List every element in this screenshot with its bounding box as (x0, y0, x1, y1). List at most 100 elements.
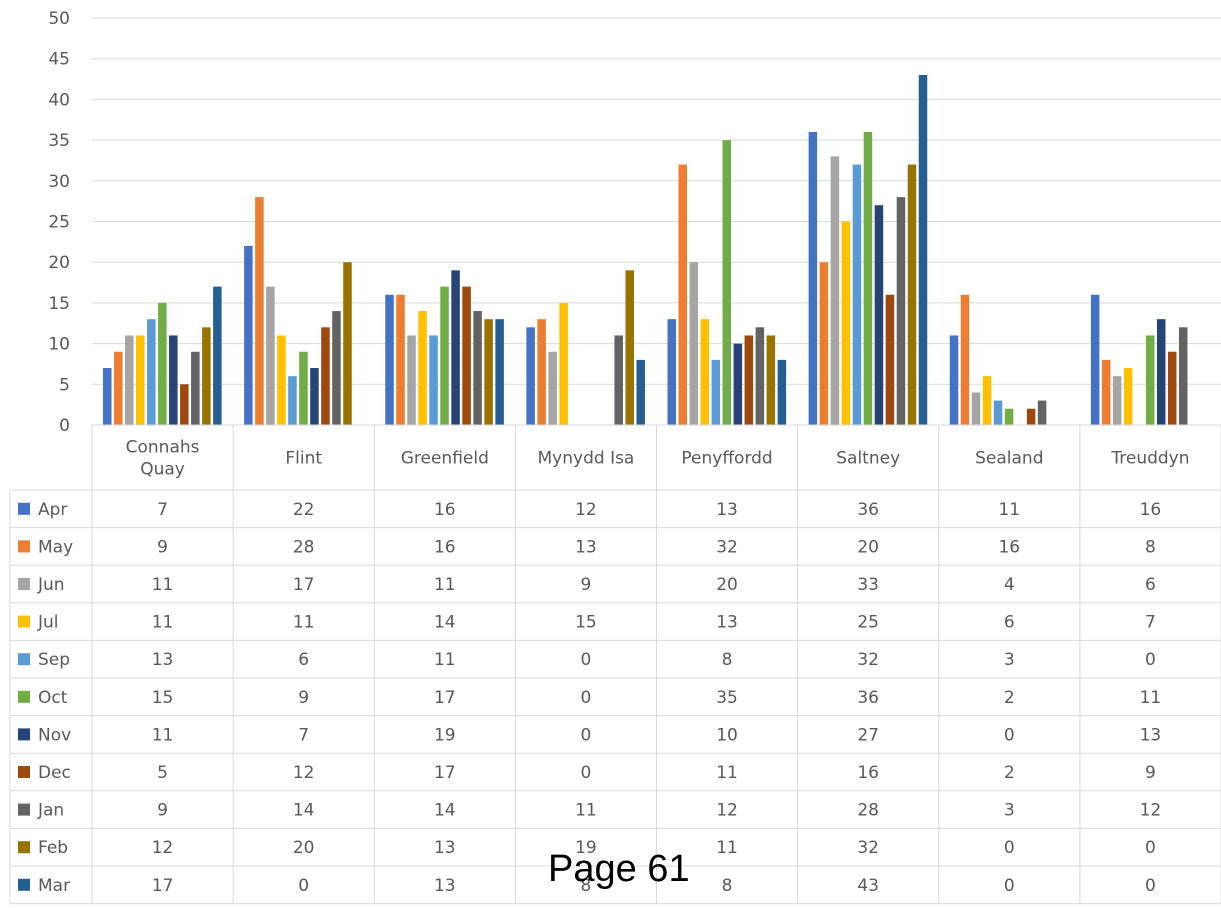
table-cell-value: 2 (1004, 688, 1015, 708)
table-cell-value: 12 (293, 763, 315, 783)
bar-jul-5 (841, 221, 851, 425)
table-cell-value: 20 (716, 575, 738, 595)
table-cell-value: 32 (857, 650, 879, 670)
table-cell-value: 43 (857, 876, 879, 896)
bar-sep-5 (852, 164, 862, 425)
table-cell-value: 11 (293, 613, 315, 633)
category-label: Mynydd Isa (538, 449, 635, 469)
bar-feb-4 (766, 335, 776, 425)
table-cell-value: 6 (1145, 575, 1156, 595)
bar-jul-4 (700, 319, 710, 425)
bar-jan-5 (896, 197, 906, 425)
legend-label-dec: Dec (38, 763, 71, 783)
table-cell-value: 12 (575, 500, 597, 520)
legend-label-apr: Apr (38, 500, 67, 520)
bar-feb-3 (625, 270, 634, 425)
table-cell-value: 20 (857, 537, 879, 557)
bar-mar-3 (636, 359, 645, 425)
bar-apr-2 (385, 294, 394, 425)
bar-dec-2 (462, 286, 471, 425)
table-cell-value: 4 (1004, 575, 1015, 595)
table-cell-value: 16 (857, 763, 879, 783)
table-cell-value: 11 (152, 613, 174, 633)
category-label: Quay (140, 460, 185, 480)
bar-mar-0 (213, 286, 222, 425)
table-cell-value: 17 (434, 688, 456, 708)
table-cell-value: 11 (716, 838, 738, 858)
category-label: Connahs (126, 438, 200, 458)
table-cell-value: 0 (1004, 838, 1015, 858)
bar-sep-1 (288, 376, 297, 425)
bar-oct-1 (299, 351, 308, 425)
bar-jul-2 (418, 311, 427, 425)
y-axis-ticks: 0 5 10 15 20 25 30 35 40 45 50 (48, 9, 70, 436)
bar-jan-1 (332, 311, 341, 425)
table-cell-value: 2 (1004, 763, 1015, 783)
table-cell-value: 0 (581, 688, 592, 708)
bar-jun-4 (689, 262, 699, 425)
bar-jan-0 (191, 351, 200, 425)
table-cell-value: 32 (716, 537, 738, 557)
bar-mar-2 (495, 319, 504, 425)
table-cell-value: 13 (434, 838, 456, 858)
table-cell-value: 16 (1140, 500, 1162, 520)
bar-apr-1 (244, 245, 253, 425)
table-cell-value: 11 (716, 763, 738, 783)
table-cell-value: 20 (293, 838, 315, 858)
bar-may-3 (537, 319, 546, 425)
category-label: Saltney (836, 449, 900, 469)
bar-nov-5 (874, 205, 884, 425)
legend-key-feb (18, 841, 30, 854)
table-cell-value: 15 (152, 688, 174, 708)
table-cell-value: 3 (1004, 801, 1015, 821)
legend-key-dec (18, 766, 30, 778)
page-number: Page 61 (548, 848, 690, 890)
table-cell-value: 10 (716, 725, 738, 745)
table-cell-value: 36 (857, 500, 879, 520)
bar-sep-4 (711, 359, 721, 425)
bar-jun-5 (830, 156, 840, 425)
table-cell-value: 13 (716, 500, 738, 520)
bar-jun-1 (266, 286, 275, 425)
bar-oct-6 (1004, 408, 1014, 425)
bar-nov-2 (451, 270, 460, 425)
table-cell-value: 7 (298, 725, 309, 745)
table-cell-value: 13 (716, 613, 738, 633)
table-cell-value: 19 (434, 725, 456, 745)
legend-key-jun (18, 578, 30, 590)
table-cell-value: 28 (293, 537, 315, 557)
table-cell-value: 13 (434, 876, 456, 896)
bar-sep-0 (147, 319, 156, 425)
table-cell-value: 6 (298, 650, 309, 670)
y-tick-label: 40 (48, 90, 70, 110)
legend-key-jan (18, 803, 30, 816)
table-cell-value: 35 (716, 688, 738, 708)
table-cell-value: 0 (1004, 876, 1015, 896)
bar-sep-6 (993, 400, 1003, 425)
table-cell-value: 25 (857, 613, 879, 633)
table-cell-value: 0 (1145, 838, 1156, 858)
bar-nov-1 (310, 368, 319, 425)
table-cell-value: 12 (1140, 801, 1162, 821)
table-cell-value: 11 (434, 575, 456, 595)
table-cell-value: 33 (857, 575, 879, 595)
bar-jun-0 (125, 335, 134, 425)
bar-oct-7 (1145, 335, 1155, 425)
table-cell-value: 11 (434, 650, 456, 670)
table-cell-value: 13 (1140, 725, 1162, 745)
bar-jun-2 (407, 335, 416, 425)
bar-sep-2 (429, 335, 438, 425)
bar-apr-3 (526, 327, 535, 425)
category-label: Penyffordd (681, 449, 772, 469)
bar-nov-4 (733, 343, 743, 425)
bar-apr-0 (103, 368, 112, 425)
bar-nov-0 (169, 335, 178, 425)
legend-key-mar (18, 878, 30, 891)
legend-key-apr (18, 502, 30, 515)
table-cell-value: 11 (152, 725, 174, 745)
bar-oct-4 (722, 140, 732, 425)
bar-oct-5 (863, 131, 873, 425)
bar-apr-7 (1090, 294, 1100, 425)
legend-label-jul: Jul (37, 613, 59, 633)
